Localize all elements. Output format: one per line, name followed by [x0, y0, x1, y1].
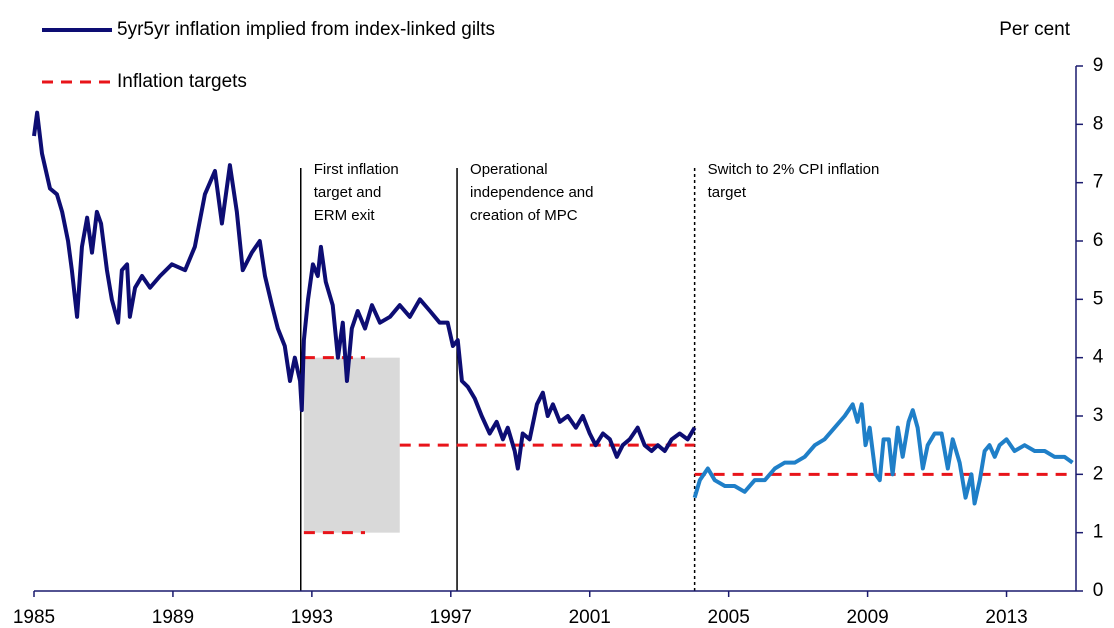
- x-tick-label: 2005: [708, 607, 750, 628]
- y-tick-label: 2: [1093, 463, 1104, 484]
- series-line: [32, 110, 697, 471]
- series-line: [692, 402, 1074, 506]
- y-tick-label: 5: [1093, 288, 1104, 309]
- y-tick-label: 7: [1093, 172, 1104, 193]
- y-axis-label: Per cent: [999, 19, 1070, 40]
- x-tick-label: 1997: [430, 607, 472, 628]
- y-tick-label: 4: [1093, 347, 1104, 368]
- x-tick-label: 1989: [152, 607, 194, 628]
- event-note: ERM exit: [314, 207, 376, 224]
- y-tick-label: 6: [1093, 230, 1104, 251]
- event-note: target and: [314, 184, 382, 201]
- event-note: Operational: [470, 161, 548, 178]
- target-band: [303, 357, 400, 533]
- legend-label: 5yr5yr inflation implied from index-link…: [117, 19, 495, 40]
- y-tick-label: 3: [1093, 405, 1104, 426]
- y-tick-label: 9: [1093, 55, 1104, 76]
- x-tick-label: 1985: [13, 607, 55, 628]
- y-tick-label: 1: [1093, 522, 1104, 543]
- x-tick-label: 2001: [569, 607, 611, 628]
- event-note: target: [708, 184, 747, 201]
- event-note: Switch to 2% CPI inflation: [708, 161, 880, 178]
- event-note: First inflation: [314, 161, 399, 178]
- x-tick-label: 1993: [291, 607, 333, 628]
- legend-label: Inflation targets: [117, 71, 247, 92]
- y-tick-label: 8: [1093, 113, 1104, 134]
- y-tick-label: 0: [1093, 580, 1104, 601]
- x-tick-label: 2009: [846, 607, 888, 628]
- event-note: creation of MPC: [470, 207, 578, 224]
- x-tick-label: 2013: [985, 607, 1027, 628]
- event-note: independence and: [470, 184, 593, 201]
